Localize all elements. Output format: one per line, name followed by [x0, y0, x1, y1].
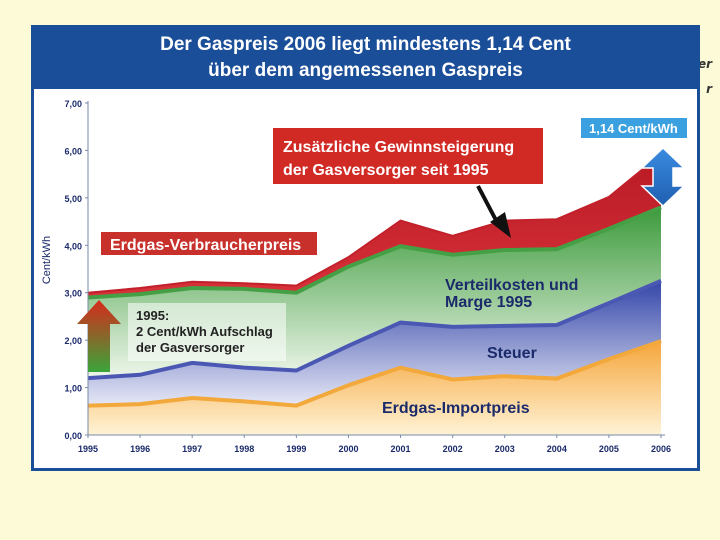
consumer-price-text: Erdgas-Verbraucherpreis: [110, 237, 301, 254]
chart-header: Der Gaspreis 2006 liegt mindestens 1,14 …: [31, 25, 700, 89]
y-tick-label: 6,00: [64, 146, 82, 156]
difference-arrow-icon: [640, 146, 686, 208]
x-tick-label: 2001: [391, 444, 411, 454]
surcharge-arrow-icon: [77, 300, 121, 372]
surcharge-group: 1995: 2 Cent/kWh Aufschlag der Gasversor…: [77, 300, 286, 372]
profit-callout-line-1: Zusätzliche Gewinnsteigerung: [283, 139, 514, 156]
x-tick-label: 1999: [286, 444, 306, 454]
chart-title-line-1: Der Gaspreis 2006 liegt mindestens 1,14 …: [160, 34, 571, 55]
series-line-import: [87, 339, 662, 408]
distribution-label-line-1: Verteilkosten und: [445, 277, 578, 294]
badge-group: 1,14 Cent/kWh: [581, 118, 687, 208]
y-tick-label: 1,00: [64, 384, 82, 394]
area-steuer: [88, 280, 661, 406]
profit-pointer-head: [490, 212, 511, 238]
surcharge-line-2: 2 Cent/kWh Aufschlag: [136, 324, 273, 339]
series-line-gewinn: [87, 153, 662, 294]
x-tick-label: 2006: [651, 444, 671, 454]
x-tick-label: 1996: [130, 444, 150, 454]
series-line-steuer: [87, 279, 662, 381]
side-fragment-2: r: [706, 82, 712, 96]
badge-text: 1,14 Cent/kWh: [589, 121, 678, 136]
x-tick-label: 2004: [547, 444, 567, 454]
y-axis-title: Cent/kWh: [41, 236, 53, 284]
side-fragment-1: er: [697, 57, 712, 71]
x-tick-label: 2002: [443, 444, 463, 454]
import-label: Erdgas-Importpreis: [382, 400, 530, 417]
y-tick-label: 0,00: [64, 431, 82, 441]
distribution-label-line-2: Marge 1995: [445, 294, 532, 311]
x-tick-label: 2000: [338, 444, 358, 454]
profit-pointer-line: [476, 185, 500, 225]
x-tick-label: 2003: [495, 444, 515, 454]
y-tick-label: 5,00: [64, 194, 82, 204]
x-tick-label: 1998: [234, 444, 254, 454]
x-tick-label: 1997: [182, 444, 202, 454]
y-tick-label: 4,00: [64, 241, 82, 251]
profit-callout: Zusätzliche Gewinnsteigerung der Gasvers…: [273, 128, 543, 238]
y-tick-label: 7,00: [64, 99, 82, 109]
area-gewinn: [88, 154, 661, 298]
x-tick-label: 2005: [599, 444, 619, 454]
tax-label: Steuer: [487, 345, 537, 362]
surcharge-line-3: der Gasversorger: [136, 340, 244, 355]
area-import: [88, 341, 661, 435]
consumer-price-label: Erdgas-Verbraucherpreis: [101, 232, 317, 255]
series-line-verteil: [87, 205, 662, 300]
surcharge-line-1: 1995:: [136, 308, 169, 323]
chart-title-line-2: über dem angemessenen Gaspreis: [208, 60, 523, 81]
x-tick-label: 1995: [78, 444, 98, 454]
profit-callout-line-2: der Gasversorger seit 1995: [283, 162, 489, 179]
y-tick-label: 3,00: [64, 289, 82, 299]
y-tick-label: 2,00: [64, 336, 82, 346]
